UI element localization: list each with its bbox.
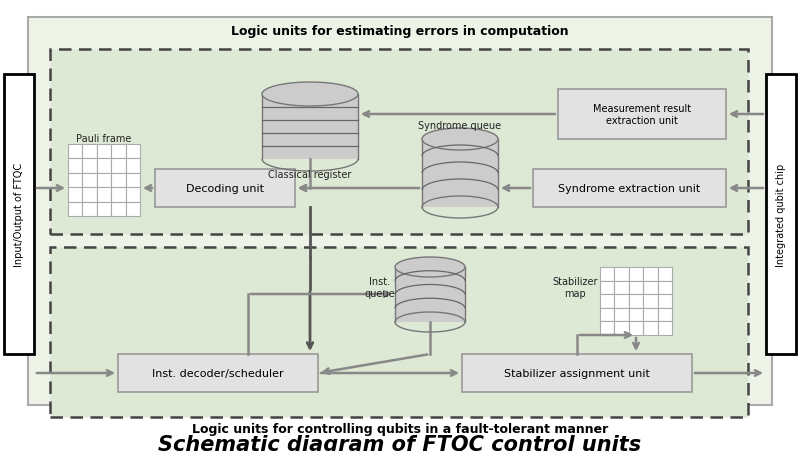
Bar [82, 159, 97, 174]
Bar [629, 267, 643, 281]
Text: Decoding unit: Decoding unit [186, 184, 264, 193]
Bar [658, 281, 672, 295]
Bar [614, 267, 629, 281]
Ellipse shape [395, 258, 465, 277]
Bar [600, 281, 614, 295]
Text: Stabilizer
map: Stabilizer map [552, 276, 598, 298]
Text: Classical register: Classical register [268, 170, 352, 179]
Bar [4, 75, 34, 354]
Bar [82, 145, 97, 159]
Text: Input/Output of FTQC: Input/Output of FTQC [14, 162, 24, 267]
Text: Logic units for controlling qubits in a fault-tolerant manner: Logic units for controlling qubits in a … [192, 423, 608, 436]
Bar [155, 170, 295, 207]
Bar [82, 188, 97, 202]
Bar [658, 322, 672, 335]
Text: Schematic diagram of FTQC control units: Schematic diagram of FTQC control units [158, 434, 642, 451]
Ellipse shape [422, 129, 498, 151]
Bar [97, 188, 111, 202]
Bar [68, 202, 82, 216]
Bar [629, 322, 643, 335]
Text: Inst. decoder/scheduler: Inst. decoder/scheduler [152, 368, 284, 378]
Bar [118, 354, 318, 392]
Bar [68, 188, 82, 202]
Bar [766, 75, 796, 354]
Bar [658, 308, 672, 322]
Bar [614, 308, 629, 322]
Bar [643, 267, 658, 281]
Bar [97, 202, 111, 216]
Bar [262, 95, 358, 160]
Bar [126, 159, 140, 174]
Bar [643, 308, 658, 322]
Bar [658, 295, 672, 308]
Bar [643, 281, 658, 295]
Bar [600, 308, 614, 322]
Bar [629, 308, 643, 322]
Text: Syndrome extraction unit: Syndrome extraction unit [558, 184, 700, 193]
Bar [82, 202, 97, 216]
Bar [614, 322, 629, 335]
Bar [600, 267, 614, 281]
Text: Pauli frame: Pauli frame [76, 133, 132, 144]
Bar [28, 18, 772, 405]
Bar [97, 145, 111, 159]
Bar [614, 281, 629, 295]
Bar [614, 295, 629, 308]
Bar [111, 159, 126, 174]
Bar [111, 174, 126, 188]
Bar [126, 188, 140, 202]
Bar [68, 145, 82, 159]
Ellipse shape [262, 83, 358, 107]
Bar [111, 188, 126, 202]
Text: Measurement result
extraction unit: Measurement result extraction unit [593, 104, 691, 125]
Bar [82, 174, 97, 188]
Bar [658, 267, 672, 281]
Bar [126, 145, 140, 159]
Bar [629, 281, 643, 295]
Bar [643, 322, 658, 335]
Bar [68, 174, 82, 188]
Bar [126, 202, 140, 216]
Bar [462, 354, 692, 392]
Bar [422, 140, 498, 207]
Bar [600, 295, 614, 308]
Text: Integrated qubit chip: Integrated qubit chip [776, 163, 786, 266]
Bar [50, 50, 748, 235]
Bar [97, 159, 111, 174]
Bar [68, 159, 82, 174]
Bar [629, 295, 643, 308]
Bar [50, 248, 748, 417]
Bar [643, 295, 658, 308]
Bar [111, 145, 126, 159]
Bar [600, 322, 614, 335]
Text: Inst.
queue: Inst. queue [365, 276, 395, 298]
Text: Syndrome queue: Syndrome queue [418, 121, 502, 131]
Text: Stabilizer assignment unit: Stabilizer assignment unit [504, 368, 650, 378]
Bar [97, 174, 111, 188]
Bar [395, 267, 465, 322]
Bar [533, 170, 726, 207]
Bar [111, 202, 126, 216]
Text: Logic units for estimating errors in computation: Logic units for estimating errors in com… [231, 25, 569, 38]
Bar [126, 174, 140, 188]
Bar [558, 90, 726, 140]
